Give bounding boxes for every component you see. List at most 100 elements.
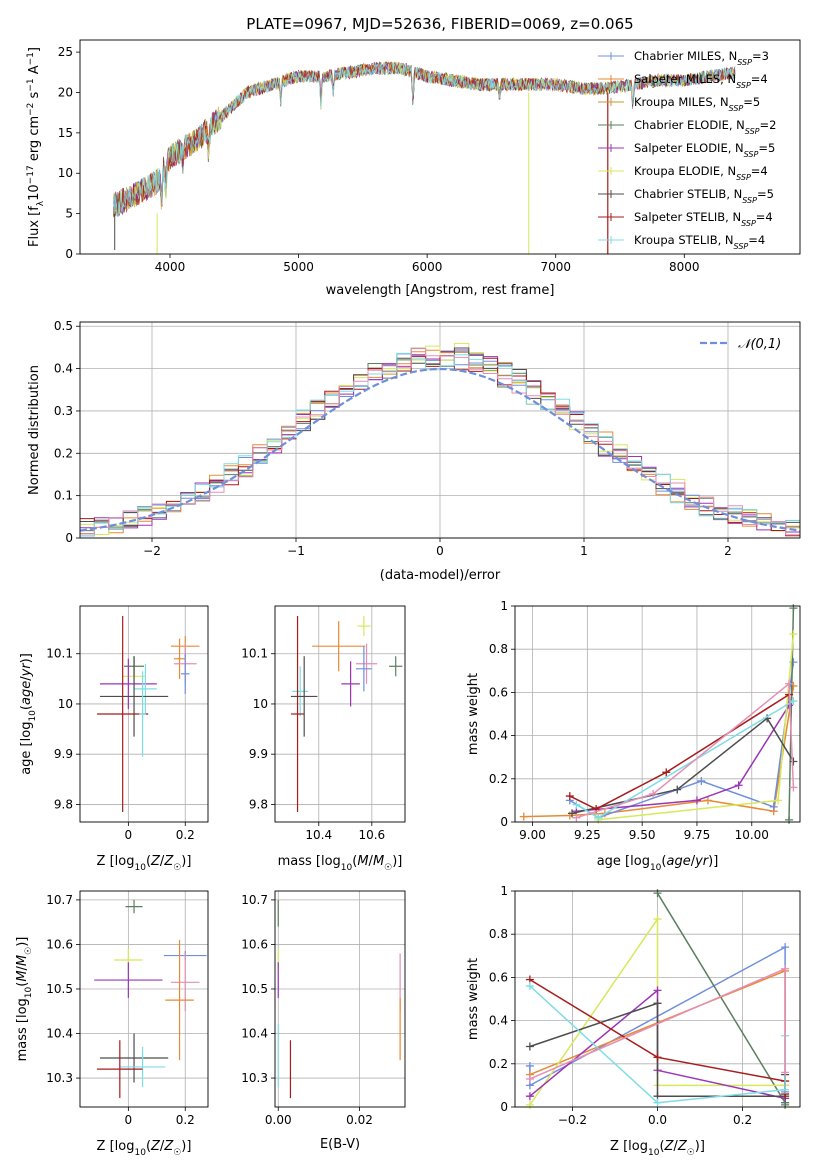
mass-weight-marker (525, 1100, 534, 1109)
age-vs-mass-xlabel-part: M (373, 854, 384, 869)
massweight_vs_Z-series (525, 889, 790, 1109)
massweight_vs_age-series (519, 604, 798, 824)
spectrum-frame (79, 39, 801, 255)
massweight-vs-age-xlabel-part: age [log (597, 854, 650, 869)
legend-label-sub: SSP (734, 242, 749, 251)
age-vs-Z-xlabel-part: )] (181, 854, 191, 869)
massweight_vs_Z-frame (514, 890, 801, 1108)
y-tick-label: 10.3 (46, 1071, 73, 1085)
x-tick-label: 10.00 (735, 828, 769, 842)
mass-weight-marker (525, 1061, 534, 1070)
x-tick-label: 0.2 (176, 1113, 195, 1127)
spectrum-ylabel: Flux [fλ10−17 erg cm−2 s−1 A−1] (26, 47, 46, 247)
y-tick-label: 0.6 (489, 970, 508, 984)
age-vs-Z-ylabel-part: age (19, 681, 34, 705)
spectrum-ylabel-part: Flux [f (27, 206, 42, 247)
legend-label: Kroupa ELODIE, NSSP=4 (634, 164, 768, 182)
x-tick-label: −2 (143, 544, 161, 558)
age-vs-mass-xlabel-part: ( (352, 854, 357, 869)
age-vs-Z-xlabel-part: 10 (134, 863, 146, 873)
x-tick-label: 10.6 (358, 828, 385, 842)
massweight-vs-age-xlabel-part: / (691, 854, 696, 869)
mass-weight-marker (789, 757, 798, 766)
massweight-vs-Z-xlabel-part: 10 (648, 1148, 660, 1158)
x-tick-label: 2 (724, 544, 732, 558)
massweight-vs-age-xlabel-part: 10 (650, 863, 662, 873)
age-vs-mass-xlabel: mass [log10(M/M☉)] (278, 854, 403, 873)
y-tick-label: 15 (58, 126, 73, 140)
mass-weight-line (576, 700, 794, 819)
spectrum-ylabel-part: ] (27, 47, 42, 52)
mass-weight-marker (774, 796, 783, 805)
y-tick-label: 0.5 (54, 319, 73, 333)
mass-vs-Z-xlabel-part: Z (163, 1139, 174, 1154)
mass-weight-marker (673, 785, 682, 794)
legend-label-value: =4 (751, 72, 768, 86)
massweight-vs-Z-xlabel-part: / (673, 1139, 678, 1154)
y-tick-label: 0.4 (489, 729, 508, 743)
legend-label-text: Salpeter MILES, N (634, 72, 736, 86)
legend-label: Chabrier ELODIE, NSSP=2 (634, 118, 776, 136)
mass-weight-marker (769, 802, 778, 811)
residuals-legend-label: 𝒩(0,1) (738, 337, 781, 352)
histogram-step (80, 348, 800, 536)
massweight-vs-Z-xlabel-part: ☉ (687, 1148, 695, 1158)
legend-label-sub: SSP (744, 150, 759, 159)
mass-weight-marker (781, 1068, 790, 1077)
age-vs-mass-xlabel-part: mass [log (278, 854, 341, 869)
mass-vs-Z-xlabel-part: ( (146, 1139, 151, 1154)
mass-weight-marker (519, 812, 528, 821)
massweight-vs-age-xlabel: age [log10(age/yr)] (597, 854, 719, 873)
age-vs-Z-ylabel-part: ( (19, 705, 34, 710)
mass-weight-marker (785, 815, 794, 824)
x-tick-label: 9.75 (684, 828, 711, 842)
y-tick-label: 0.8 (489, 642, 508, 656)
mass-vs-EBV-xlabel: E(B-V) (320, 1137, 360, 1152)
mass-weight-marker (781, 1085, 790, 1094)
legend-label-value: =5 (758, 141, 775, 155)
legend-label-value: =5 (757, 187, 774, 201)
y-tick-label: 10.4 (241, 1027, 268, 1041)
x-tick-label: 0.02 (346, 1113, 373, 1127)
mass-weight-marker (525, 1074, 534, 1083)
mass-weight-marker (653, 889, 662, 898)
y-tick-label: 10.7 (46, 893, 73, 907)
legend-label-sub: SSP (745, 127, 760, 136)
massweight-vs-Z-ylabel: mass weight (466, 958, 481, 1040)
legend-label-value: =4 (751, 164, 768, 178)
mass-weight-line (569, 662, 795, 819)
mass-vs-Z-ylabel-part: )] (15, 937, 30, 947)
age_vs_Z-frame (79, 605, 209, 823)
mass-vs-Z-ylabel-part: 10 (24, 986, 34, 998)
y-tick-label: 0.2 (54, 446, 73, 460)
legend-label-text: Chabrier MILES, N (634, 49, 737, 63)
x-tick-label: 0 (125, 1113, 133, 1127)
y-tick-label: 10.5 (241, 982, 268, 996)
y-tick-label: 10.5 (46, 982, 73, 996)
massweight-vs-Z-xlabel-part: )] (695, 1139, 705, 1154)
spectrum-xlabel: wavelength [Angstrom, rest frame] (326, 283, 555, 298)
normal-reference-curve (80, 367, 800, 532)
mass-weight-line (571, 717, 795, 815)
spectrum-axes: 4000 5000 6000 7000 8000 0 5 10 15 20 25 Chabrier M… (26, 39, 801, 298)
x-tick-label: 0.00 (265, 1113, 292, 1127)
x-tick-label: 8000 (669, 260, 700, 274)
age-vs-mass-xlabel-part: 10 (341, 863, 353, 873)
mass-weight-line (569, 693, 790, 810)
mass-vs-Z-xlabel-part: )] (181, 1139, 191, 1154)
mass-weight-marker (785, 679, 794, 688)
y-tick-label: 0 (65, 531, 73, 545)
massweight-vs-age-xlabel-part: yr (694, 854, 710, 869)
age-vs-Z-ylabel: age [log10(age/yr)] (19, 653, 38, 775)
massweight-vs-age-xlabel-part: ( (661, 854, 666, 869)
mass-weight-marker (568, 809, 576, 818)
x-tick-label: 0.0 (648, 1113, 667, 1127)
massweight_vs_Z-axes: −0.2 0.0 0.200.20.40.60.81Z [log10(Z/Z☉)]m… (466, 884, 801, 1158)
x-tick-label: 5000 (283, 260, 314, 274)
x-tick-label: 9.50 (629, 828, 656, 842)
mass-weight-marker (734, 781, 743, 790)
mass-vs-Z-ylabel-part: M (15, 970, 30, 981)
legend-label: Chabrier MILES, NSSP=3 (634, 49, 769, 67)
